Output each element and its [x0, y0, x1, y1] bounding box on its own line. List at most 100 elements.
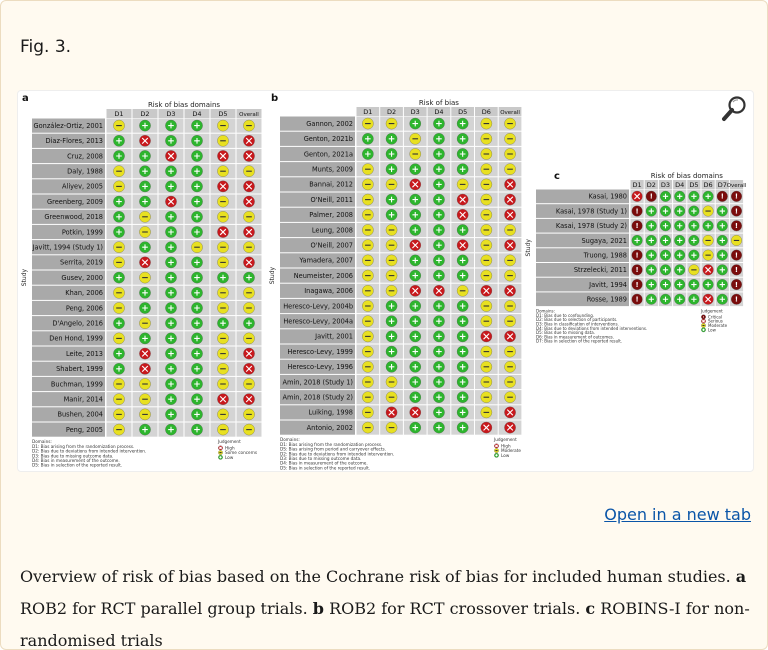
- domains-title: Domains:: [32, 439, 52, 444]
- plus-mark: [194, 396, 200, 402]
- plus-mark: [459, 151, 466, 157]
- plus-mark: [168, 122, 174, 129]
- plus-mark: [168, 350, 174, 357]
- plus-mark: [648, 296, 654, 302]
- study-name: Bannai, 2012: [309, 181, 353, 189]
- plus-mark: [677, 281, 683, 288]
- axis-label-study: Study: [269, 266, 276, 284]
- plus-mark: [691, 281, 697, 288]
- column-header-cell: [158, 109, 184, 118]
- study-name-cell: [280, 374, 355, 390]
- plus-mark: [459, 424, 466, 431]
- plus-mark: [459, 272, 466, 279]
- study-name: Genton, 2021a: [304, 150, 353, 158]
- plus-mark: [459, 333, 466, 340]
- study-name: Rosse, 1989: [587, 296, 627, 304]
- study-name: Leung, 2008: [312, 226, 353, 234]
- plus-mark: [691, 252, 697, 258]
- zoom-button[interactable]: [716, 91, 752, 127]
- plus-mark: [388, 166, 395, 172]
- plus-mark: [436, 379, 442, 385]
- judgement-critical: [631, 249, 643, 261]
- domain-description: D2: Bias due to selection of participant…: [536, 317, 617, 322]
- plus-mark: [412, 394, 419, 400]
- plus-mark: [634, 237, 640, 244]
- plus-mark: [412, 257, 419, 264]
- study-name: Peng, 2005: [66, 426, 103, 434]
- plus-mark: [142, 244, 148, 250]
- study-name-cell: [32, 133, 105, 148]
- plus-mark: [719, 208, 725, 214]
- plus-mark: [677, 267, 683, 273]
- panel-b: b Risk of bias D1 D2 D3 D4 D5 D6 Overall Gannon, …: [269, 93, 522, 470]
- caption-panel-letter: b: [312, 599, 324, 618]
- plus-mark: [648, 237, 654, 244]
- study-name: Greenwood, 2018: [44, 213, 103, 221]
- column-header: D4: [192, 110, 201, 118]
- study-name: Heresco-Levy, 1996: [287, 363, 353, 371]
- plus-mark: [436, 212, 442, 218]
- open-in-new-tab-link[interactable]: Open in a new tab: [604, 505, 751, 524]
- study-name: Bushen, 2004: [57, 411, 103, 419]
- plus-mark: [677, 252, 683, 258]
- study-name: Aliyev, 2005: [62, 183, 103, 191]
- column-header: D2: [140, 110, 149, 118]
- legend-label: Moderate: [708, 323, 728, 328]
- plus-mark: [436, 318, 442, 324]
- plus-mark: [705, 281, 711, 288]
- column-header-cell: [475, 107, 498, 116]
- column-header-cell: [715, 180, 729, 189]
- plus-mark: [677, 208, 683, 214]
- study-name-cell: [280, 420, 355, 435]
- cross-mark: [506, 211, 514, 218]
- figure-image[interactable]: a Risk of bias domains D1 D2 D3 D4 D5 Overall Go…: [17, 90, 754, 472]
- plus-mark: [194, 122, 200, 129]
- plus-mark: [116, 153, 122, 159]
- plus-mark: [719, 267, 725, 273]
- domain-description: D7: Bias in selection of the reported re…: [536, 339, 622, 344]
- domain-description: D3: Bias in classification of interventi…: [536, 322, 619, 327]
- plus-mark: [388, 196, 395, 203]
- cross-mark: [219, 228, 227, 236]
- study-name-cell: [32, 376, 105, 392]
- study-name: Heresco-Levy, 1999: [287, 348, 353, 356]
- cross-mark: [435, 287, 443, 294]
- column-header-cell: [356, 107, 380, 116]
- study-name: Daly, 1988: [67, 168, 103, 176]
- domain-description: D5: Bias in selection of the reported re…: [280, 465, 370, 470]
- cross-mark: [245, 183, 253, 190]
- plus-mark: [702, 328, 705, 331]
- study-name: Leite, 2013: [66, 350, 103, 358]
- cross-mark: [388, 409, 395, 416]
- exclaim-mark: !: [735, 193, 738, 201]
- plus-mark: [436, 303, 442, 309]
- plus-mark: [194, 229, 200, 235]
- column-header: D2: [647, 181, 656, 189]
- plus-mark: [662, 281, 669, 288]
- plus-mark: [220, 320, 226, 326]
- plus-mark: [412, 227, 419, 233]
- plus-mark: [388, 364, 395, 370]
- plus-mark: [436, 257, 442, 264]
- domain-description: D2: Bias due to deviations from intended…: [280, 451, 394, 456]
- plus-mark: [436, 272, 442, 279]
- study-name-cell: [32, 392, 105, 407]
- legend-label: High: [225, 445, 235, 450]
- study-name-cell: [280, 283, 355, 298]
- plus-mark: [459, 394, 466, 400]
- magnifier-icon: [722, 96, 746, 121]
- plus-mark: [168, 244, 174, 250]
- column-header-cell: [701, 180, 715, 189]
- domain-description: D3: Bias due to missing outcome data.: [32, 453, 113, 458]
- study-name-cell: [32, 179, 105, 194]
- plus-mark: [388, 303, 395, 309]
- judgement-title: Judgement: [700, 309, 723, 314]
- plus-mark: [436, 196, 442, 203]
- study-name: González-Ortiz, 2001: [34, 122, 104, 130]
- panel-header: Risk of bias: [419, 99, 459, 107]
- study-name: Neumeister, 2006: [294, 272, 353, 280]
- column-header-cell: [498, 107, 522, 116]
- study-name-cell: [280, 253, 355, 268]
- legend-label: Moderate: [501, 448, 521, 453]
- study-name-cell: [536, 204, 629, 218]
